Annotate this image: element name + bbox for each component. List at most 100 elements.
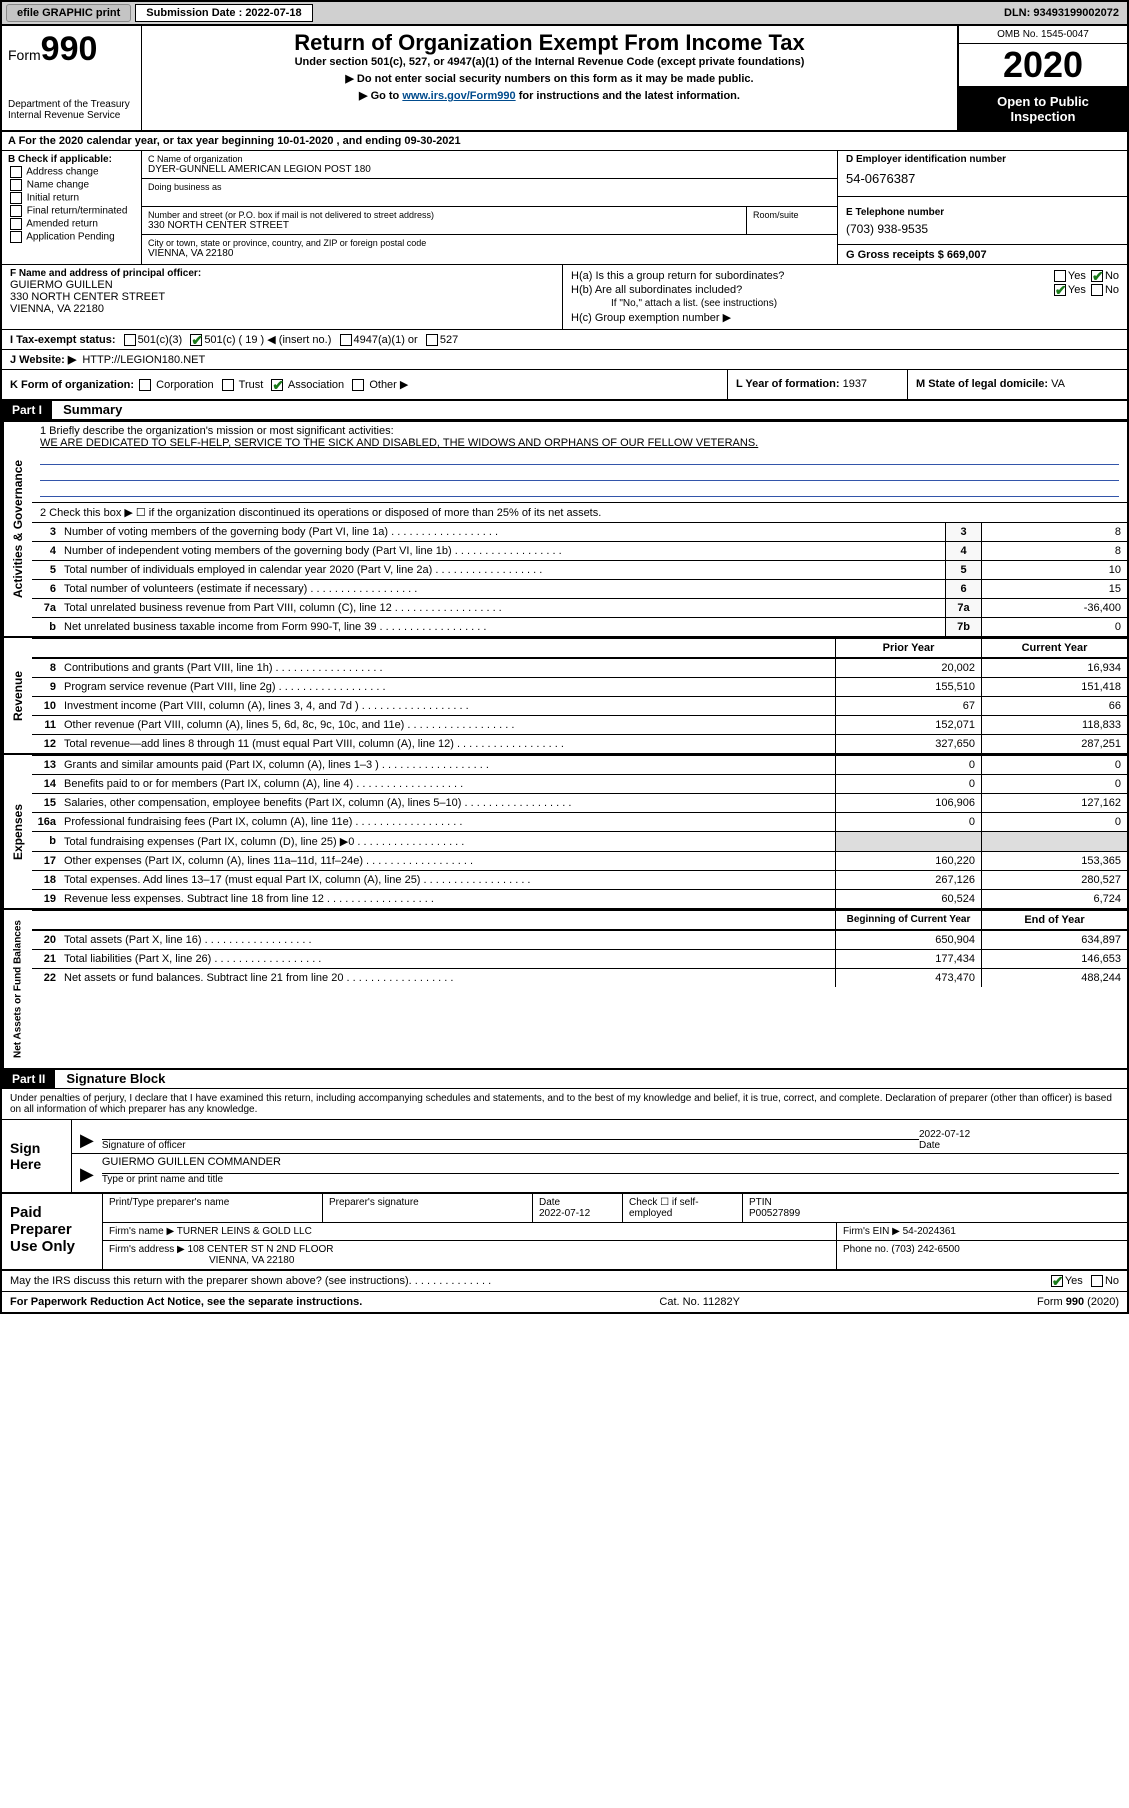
tel-value: (703) 938-9535 xyxy=(846,218,1119,240)
chk-501c[interactable] xyxy=(190,334,202,346)
data-row: 8Contributions and grants (Part VIII, li… xyxy=(32,658,1127,677)
form-word: Form xyxy=(8,47,41,63)
org-name-label: C Name of organization xyxy=(148,154,831,164)
form-page: efile GRAPHIC print Submission Date : 20… xyxy=(0,0,1129,1314)
city-label: City or town, state or province, country… xyxy=(148,238,831,248)
side-netassets: Net Assets or Fund Balances xyxy=(2,910,32,1068)
dept-label: Department of the Treasury Internal Reve… xyxy=(8,99,135,121)
q1-label: 1 Briefly describe the organization's mi… xyxy=(40,425,1119,437)
ptin-value: P00527899 xyxy=(749,1208,1121,1219)
arrow-icon: ▶ xyxy=(80,1130,94,1151)
data-row: 16aProfessional fundraising fees (Part I… xyxy=(32,812,1127,831)
mission-text: WE ARE DEDICATED TO SELF-HELP, SERVICE T… xyxy=(40,437,1119,449)
form990-link[interactable]: www.irs.gov/Form990 xyxy=(402,90,515,102)
officer-label: F Name and address of principal officer: xyxy=(10,268,554,279)
chk-pending[interactable]: Application Pending xyxy=(8,231,135,243)
arrow-icon: ▶ xyxy=(80,1164,94,1185)
omb-number: OMB No. 1545-0047 xyxy=(959,26,1127,44)
discuss-yes[interactable] xyxy=(1051,1275,1063,1287)
form-title: Return of Organization Exempt From Incom… xyxy=(148,30,951,56)
paid-preparer-label: Paid Preparer Use Only xyxy=(2,1194,102,1269)
firm-city: VIENNA, VA 22180 xyxy=(109,1255,830,1266)
chk-initial[interactable]: Initial return xyxy=(8,192,135,204)
yes-label: Yes xyxy=(1068,270,1086,282)
firm-ein: 54-2024361 xyxy=(903,1226,956,1237)
paid-preparer-block: Paid Preparer Use Only Print/Type prepar… xyxy=(2,1192,1127,1271)
data-row: bTotal fundraising expenses (Part IX, co… xyxy=(32,831,1127,851)
q2-row: 2 Check this box ▶ ☐ if the organization… xyxy=(32,502,1127,522)
header-left: Form990 Department of the Treasury Inter… xyxy=(2,26,142,130)
open-inspection: Open to Public Inspection xyxy=(959,88,1127,130)
chk-4947[interactable] xyxy=(340,334,352,346)
data-row: 22Net assets or fund balances. Subtract … xyxy=(32,968,1127,987)
firm-ein-label: Firm's EIN ▶ xyxy=(843,1226,900,1237)
side-revenue: Revenue xyxy=(2,638,32,753)
side-governance: Activities & Governance xyxy=(2,422,32,636)
tax-exempt-label: I Tax-exempt status: xyxy=(10,334,116,346)
chk-name[interactable]: Name change xyxy=(8,179,135,191)
part1-header: Part I Summary xyxy=(2,401,1127,420)
summary-row: 4Number of independent voting members of… xyxy=(32,541,1127,560)
part2-header: Part II Signature Block xyxy=(2,1068,1127,1089)
no-label: No xyxy=(1105,284,1119,296)
firm-addr-label: Firm's address ▶ xyxy=(109,1244,185,1255)
discuss-no[interactable] xyxy=(1091,1275,1103,1287)
type-name-label: Type or print name and title xyxy=(102,1174,1119,1185)
tel-label: E Telephone number xyxy=(846,207,1119,218)
firm-name: TURNER LEINS & GOLD LLC xyxy=(177,1226,312,1237)
box-b-label: B Check if applicable: xyxy=(8,154,135,165)
yes-label: Yes xyxy=(1068,284,1086,296)
data-row: 9Program service revenue (Part VIII, lin… xyxy=(32,677,1127,696)
box-h: H(a) Is this a group return for subordin… xyxy=(562,265,1127,329)
chk-assoc[interactable] xyxy=(271,379,283,391)
chk-amended[interactable]: Amended return xyxy=(8,218,135,230)
phone-value: (703) 242-6500 xyxy=(891,1244,959,1255)
gross-receipts: G Gross receipts $ 669,007 xyxy=(846,249,1119,261)
goto-post: for instructions and the latest informat… xyxy=(516,90,740,102)
summary-row: 7aTotal unrelated business revenue from … xyxy=(32,598,1127,617)
side-expenses: Expenses xyxy=(2,755,32,908)
chk-corp[interactable] xyxy=(139,379,151,391)
self-employed-check[interactable]: Check ☐ if self-employed xyxy=(623,1194,743,1222)
website-label: J Website: ▶ xyxy=(10,353,76,366)
ein-label: D Employer identification number xyxy=(846,154,1119,165)
addr-label: Number and street (or P.O. box if mail i… xyxy=(148,210,740,220)
officer-addr1: 330 NORTH CENTER STREET xyxy=(10,291,554,303)
tax-exempt-row: I Tax-exempt status: 501(c)(3) 501(c) ( … xyxy=(2,330,1127,350)
netassets-section: Net Assets or Fund Balances Beginning of… xyxy=(2,908,1127,1068)
hb-note: If "No," attach a list. (see instruction… xyxy=(571,298,1119,309)
part1-title: Summary xyxy=(55,400,130,419)
k-label: K Form of organization: xyxy=(10,379,134,391)
ssn-warning: ▶ Do not enter social security numbers o… xyxy=(148,72,951,85)
section-bcd: B Check if applicable: Address change Na… xyxy=(2,151,1127,265)
hb-label: H(b) Are all subordinates included? xyxy=(571,284,742,296)
ein-value: 54-0676387 xyxy=(846,165,1119,192)
chk-527[interactable] xyxy=(426,334,438,346)
suite-label: Room/suite xyxy=(753,210,831,220)
ha-label: H(a) Is this a group return for subordin… xyxy=(571,270,784,282)
section-fh: F Name and address of principal officer:… xyxy=(2,265,1127,330)
form-number: Form990 xyxy=(8,30,135,69)
sig-date-value: 2022-07-12 xyxy=(919,1129,1119,1140)
chk-final[interactable]: Final return/terminated xyxy=(8,205,135,217)
goto-line: ▶ Go to www.irs.gov/Form990 for instruct… xyxy=(148,89,951,102)
data-row: 14Benefits paid to or for members (Part … xyxy=(32,774,1127,793)
data-row: 11Other revenue (Part VIII, column (A), … xyxy=(32,715,1127,734)
chk-trust[interactable] xyxy=(222,379,234,391)
tax-year: 2020 xyxy=(959,44,1127,88)
prep-date-value: 2022-07-12 xyxy=(539,1208,616,1219)
dba-label: Doing business as xyxy=(148,182,831,192)
firm-name-label: Firm's name ▶ xyxy=(109,1226,174,1237)
org-address: 330 NORTH CENTER STREET xyxy=(148,220,740,231)
governance-section: Activities & Governance 1 Briefly descri… xyxy=(2,420,1127,636)
chk-address[interactable]: Address change xyxy=(8,166,135,178)
chk-501c3[interactable] xyxy=(124,334,136,346)
data-row: 12Total revenue—add lines 8 through 11 (… xyxy=(32,734,1127,753)
efile-print-button[interactable]: efile GRAPHIC print xyxy=(6,4,131,22)
officer-typed: GUIERMO GUILLEN COMMANDER xyxy=(102,1156,1119,1174)
chk-other[interactable] xyxy=(352,379,364,391)
declaration-text: Under penalties of perjury, I declare th… xyxy=(2,1089,1127,1120)
summary-row: bNet unrelated business taxable income f… xyxy=(32,617,1127,636)
org-name: DYER-GUNNELL AMERICAN LEGION POST 180 xyxy=(148,164,831,175)
discuss-text: May the IRS discuss this return with the… xyxy=(10,1275,409,1287)
